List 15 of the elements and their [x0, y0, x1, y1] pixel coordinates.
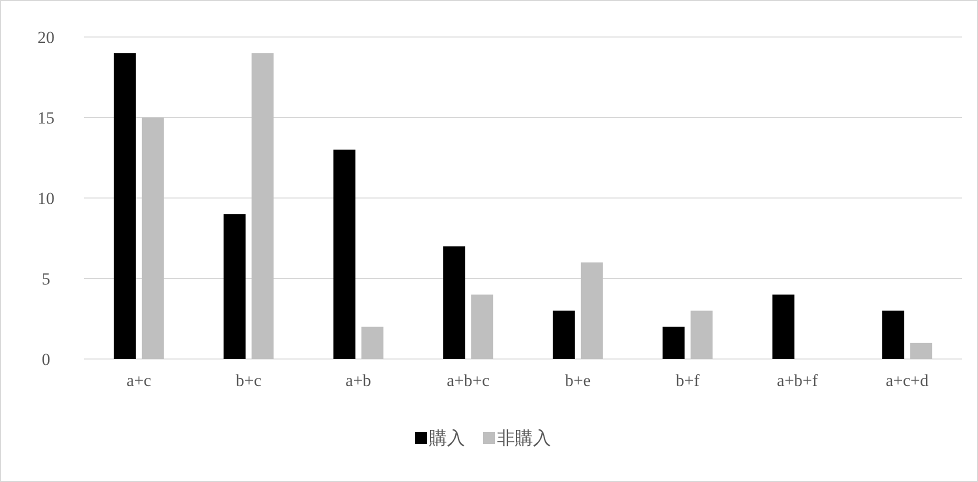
x-tick-label: a+b+f: [776, 371, 818, 390]
x-tick-label: a+c: [126, 371, 152, 390]
y-tick-label: 20: [38, 28, 54, 47]
y-tick-label: 5: [42, 270, 50, 288]
x-tick-label: a+b+c: [446, 371, 490, 390]
x-tick-label: a+c+d: [886, 371, 930, 390]
y-tick-label: 0: [42, 350, 50, 369]
legend-label: 非購入: [497, 428, 551, 448]
y-tick-label: 10: [38, 189, 54, 208]
x-tick-label: b+f: [676, 371, 700, 390]
x-tick-label: b+e: [565, 371, 591, 390]
x-tick-label: a+b: [346, 371, 372, 390]
y-tick-label: 15: [38, 108, 54, 128]
x-tick-label: b+c: [236, 371, 262, 390]
legend-label: 購入: [429, 428, 465, 448]
